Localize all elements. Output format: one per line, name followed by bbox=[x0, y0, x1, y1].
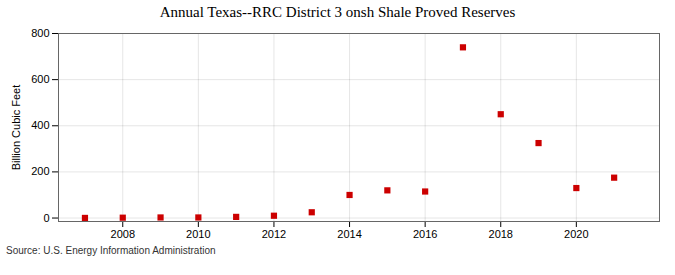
html-text:Annual Texas--RRC District 3 o: Annual Texas--RRC District 3 onsh Shale … bbox=[159, 4, 516, 20]
svg-text:600: 600 bbox=[31, 73, 49, 85]
svg-text:2010: 2010 bbox=[186, 228, 210, 240]
svg-text:200: 200 bbox=[31, 165, 49, 177]
svg-text:2016: 2016 bbox=[413, 228, 437, 240]
svg-text:2018: 2018 bbox=[489, 228, 513, 240]
svg-text:Billion Cubic Feet: Billion Cubic Feet bbox=[10, 85, 22, 171]
svg-text:800: 800 bbox=[31, 27, 49, 39]
html-text:Source: U.S. Energy Informatio: Source: U.S. Energy Information Administ… bbox=[6, 245, 216, 256]
svg-text:2014: 2014 bbox=[337, 228, 361, 240]
svg-text:400: 400 bbox=[31, 119, 49, 131]
svg-text:2008: 2008 bbox=[111, 228, 135, 240]
svg-text:2020: 2020 bbox=[564, 228, 588, 240]
svg-text:2012: 2012 bbox=[262, 228, 286, 240]
svg-text:0: 0 bbox=[43, 212, 49, 224]
